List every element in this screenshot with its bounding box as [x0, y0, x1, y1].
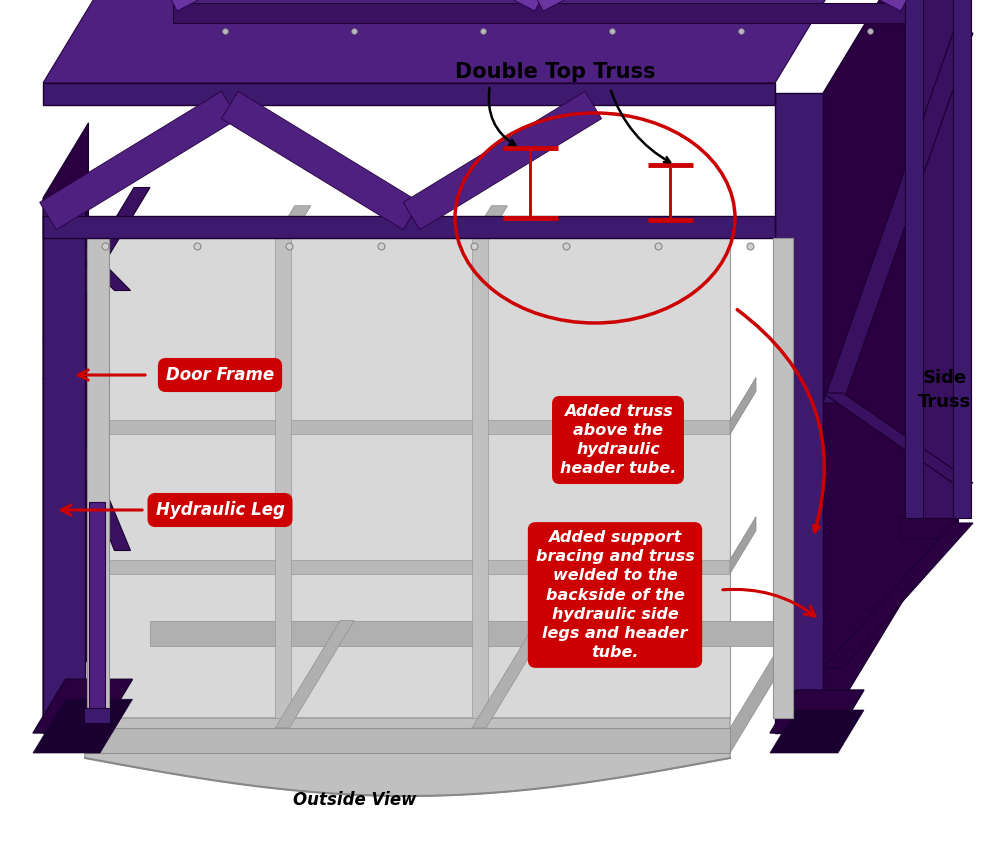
- Polygon shape: [823, 33, 973, 403]
- Polygon shape: [222, 91, 420, 230]
- Polygon shape: [535, 0, 726, 11]
- Polygon shape: [900, 518, 958, 538]
- Polygon shape: [40, 91, 238, 230]
- Text: Side
Truss: Side Truss: [919, 369, 971, 410]
- Polygon shape: [43, 187, 150, 338]
- Polygon shape: [33, 679, 133, 733]
- Polygon shape: [33, 699, 133, 753]
- Polygon shape: [823, 0, 953, 733]
- Polygon shape: [773, 238, 793, 718]
- Polygon shape: [85, 560, 730, 574]
- Polygon shape: [150, 621, 795, 646]
- Text: Hydraulic Leg: Hydraulic Leg: [155, 501, 284, 519]
- Polygon shape: [730, 516, 756, 574]
- Polygon shape: [85, 718, 730, 796]
- Polygon shape: [275, 238, 291, 718]
- Polygon shape: [823, 393, 973, 483]
- Polygon shape: [43, 216, 775, 238]
- Polygon shape: [472, 621, 551, 728]
- Polygon shape: [43, 0, 905, 83]
- Polygon shape: [730, 621, 795, 753]
- Polygon shape: [169, 0, 360, 11]
- Polygon shape: [43, 378, 131, 551]
- Polygon shape: [43, 123, 88, 733]
- Polygon shape: [905, 0, 953, 518]
- Text: Outside View: Outside View: [293, 791, 417, 809]
- Polygon shape: [953, 0, 971, 518]
- Text: Added support
bracing and truss
welded to the
backside of the
hydraulic side
leg: Added support bracing and truss welded t…: [536, 530, 694, 660]
- Polygon shape: [770, 690, 864, 733]
- Text: Door Frame: Door Frame: [166, 366, 274, 384]
- Polygon shape: [905, 0, 923, 518]
- Polygon shape: [823, 523, 973, 668]
- Polygon shape: [770, 710, 864, 753]
- Polygon shape: [403, 91, 602, 230]
- Text: Added truss
above the
hydraulic
header tube.: Added truss above the hydraulic header t…: [559, 404, 676, 476]
- Polygon shape: [43, 218, 131, 291]
- Polygon shape: [173, 3, 905, 23]
- Polygon shape: [730, 377, 756, 434]
- Polygon shape: [43, 198, 85, 733]
- Polygon shape: [775, 93, 823, 733]
- Polygon shape: [275, 621, 354, 728]
- Polygon shape: [85, 238, 730, 718]
- Polygon shape: [718, 0, 909, 11]
- Polygon shape: [472, 238, 488, 718]
- Polygon shape: [351, 0, 544, 11]
- Polygon shape: [84, 708, 110, 723]
- Polygon shape: [85, 728, 730, 753]
- Polygon shape: [275, 206, 311, 238]
- Polygon shape: [89, 502, 105, 708]
- Polygon shape: [85, 421, 730, 434]
- Polygon shape: [43, 83, 775, 105]
- Text: Double Top Truss: Double Top Truss: [454, 62, 655, 82]
- Polygon shape: [472, 206, 508, 238]
- Polygon shape: [87, 238, 109, 718]
